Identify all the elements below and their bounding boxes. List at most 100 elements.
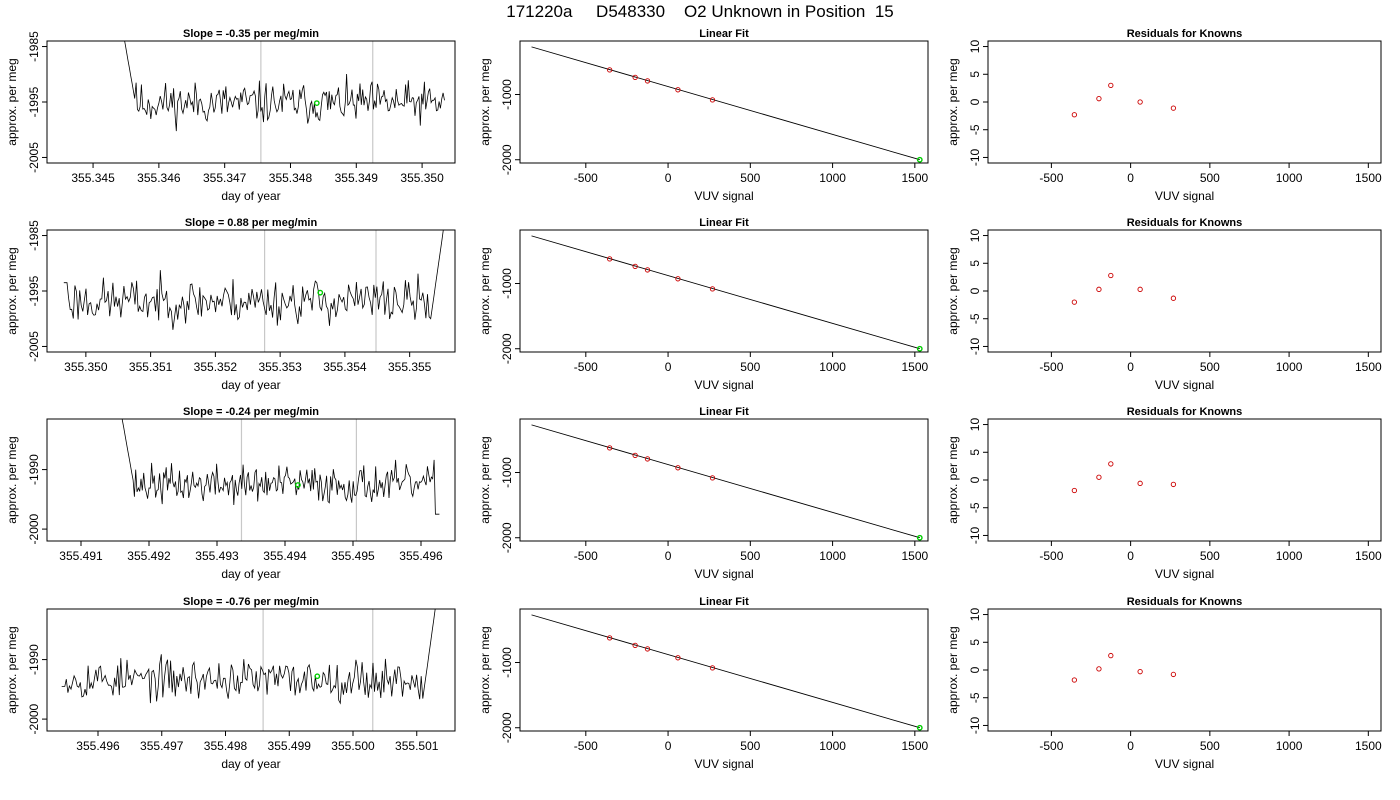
y-tick-label: 5 (968, 71, 982, 78)
y-axis-label: approx. per meg (478, 58, 492, 145)
unknown-point (295, 482, 301, 488)
known-point (632, 642, 638, 648)
x-tick-label: 355.496 (76, 739, 120, 753)
y-tick-label: -5 (968, 502, 982, 513)
chart-panel-r2c1: 355.350 355.351 355.352 355.353 355.354 355.3… (5, 217, 456, 392)
x-tick-label: 355.501 (395, 739, 439, 753)
y-axis-label: approx. per meg (5, 58, 19, 145)
data-trace (124, 41, 445, 132)
y-axis-label: approx. per meg (478, 436, 492, 523)
x-tick-label: -500 (574, 549, 598, 563)
plot-frame (987, 40, 1382, 164)
known-point (607, 67, 613, 73)
panel-title: Residuals for Knowns (1127, 217, 1243, 229)
x-tick-label: 0 (665, 549, 672, 563)
known-point (1108, 461, 1114, 467)
data-trace (121, 419, 440, 515)
y-axis-label: approx. per meg (478, 626, 492, 713)
x-axis-label: VUV signal (1155, 567, 1214, 581)
y-tick-label: -1985 (27, 31, 41, 62)
panel-title: Slope = -0.76 per meg/min (183, 596, 319, 608)
data-trace (61, 609, 436, 705)
panel-title: Slope = 0.88 per meg/min (185, 217, 318, 229)
known-point (644, 78, 651, 84)
x-tick-label: 0 (1127, 739, 1134, 753)
y-tick-label: -1000 (500, 268, 514, 299)
panel-title: Linear Fit (699, 596, 749, 608)
x-tick-label: -500 (574, 360, 598, 374)
known-point (644, 456, 651, 462)
y-tick-label: 5 (968, 449, 982, 456)
known-point (607, 256, 613, 262)
x-tick-label: 1000 (1276, 171, 1303, 185)
plot-area (61, 609, 436, 731)
x-tick-label: 355.493 (195, 549, 239, 563)
x-tick-label: -500 (1039, 739, 1063, 753)
x-tick-label: 1500 (901, 739, 928, 753)
plot-frame (987, 608, 1382, 732)
x-tick-label: 500 (740, 739, 760, 753)
y-tick-label: -10 (968, 337, 982, 355)
known-point (1137, 480, 1143, 486)
known-point (675, 87, 681, 93)
known-point (1096, 96, 1102, 102)
x-tick-label: 0 (1127, 360, 1134, 374)
chart-panel-r4c3: -500 0 500 1000 1500 -10 -5 0 5 10 Residuals for K… (946, 596, 1382, 771)
x-tick-label: 1000 (1276, 360, 1303, 374)
known-point (1137, 286, 1143, 292)
known-point (607, 635, 613, 641)
y-tick-label: -1990 (27, 644, 41, 675)
x-tick-label: 500 (740, 360, 760, 374)
x-tick-label: -500 (574, 171, 598, 185)
known-point (1071, 677, 1078, 683)
y-tick-label: -10 (968, 526, 982, 544)
known-point (1170, 105, 1177, 111)
known-point (632, 452, 638, 458)
chart-panel-r3c3: -500 0 500 1000 1500 -10 -5 0 5 10 Residuals for K… (946, 406, 1382, 581)
fit-line (531, 424, 920, 539)
y-axis-label: approx. per meg (478, 247, 492, 334)
y-tick-label: -2000 (500, 712, 514, 743)
x-tick-label: 0 (1127, 171, 1134, 185)
y-axis-label: approx. per meg (946, 58, 960, 145)
x-tick-label: 355.345 (71, 171, 115, 185)
known-point (1137, 669, 1143, 675)
y-tick-label: 10 (968, 229, 982, 243)
y-tick-label: -10 (968, 716, 982, 734)
data-trace (63, 230, 444, 330)
known-point (1071, 299, 1078, 305)
panel-title: Linear Fit (699, 406, 749, 418)
y-tick-label: -1000 (500, 79, 514, 110)
known-point (709, 286, 716, 292)
plot-area (1071, 272, 1177, 305)
y-tick-label: -1000 (500, 647, 514, 678)
x-tick-label: 355.492 (127, 549, 171, 563)
known-point (1170, 481, 1177, 488)
y-tick-label: -1990 (27, 454, 41, 485)
x-tick-label: 1000 (819, 171, 846, 185)
x-axis-label: VUV signal (694, 189, 753, 203)
x-tick-label: 0 (1127, 549, 1134, 563)
x-tick-label: 355.353 (258, 360, 302, 374)
plot-frame (46, 418, 456, 542)
panel-title: Residuals for Knowns (1127, 406, 1243, 418)
x-tick-label: 1000 (1276, 739, 1303, 753)
chart-panel-r3c2: -500 0 500 1000 1500 -1000 -2000 Linear Fit VUV … (478, 406, 929, 581)
y-tick-label: 0 (968, 666, 982, 673)
y-axis-label: approx. per meg (5, 247, 19, 334)
y-tick-label: -2000 (500, 333, 514, 364)
panel-title: Linear Fit (699, 217, 749, 229)
known-point (644, 646, 651, 652)
plot-area (121, 419, 440, 541)
y-tick-label: -10 (968, 148, 982, 166)
unknown-point (916, 534, 923, 541)
plot-frame (987, 229, 1382, 353)
plot-area (531, 424, 923, 541)
chart-panel-r1c1: 355.345 355.346 355.347 355.348 355.349 355.3… (5, 28, 456, 203)
chart-panel-r1c2: -500 0 500 1000 1500 -1000 -2000 Linear Fit VUV … (478, 28, 929, 203)
y-tick-label: -5 (968, 313, 982, 324)
unknown-point (916, 156, 923, 163)
x-axis-label: day of year (221, 378, 280, 392)
y-tick-label: -2000 (500, 522, 514, 553)
